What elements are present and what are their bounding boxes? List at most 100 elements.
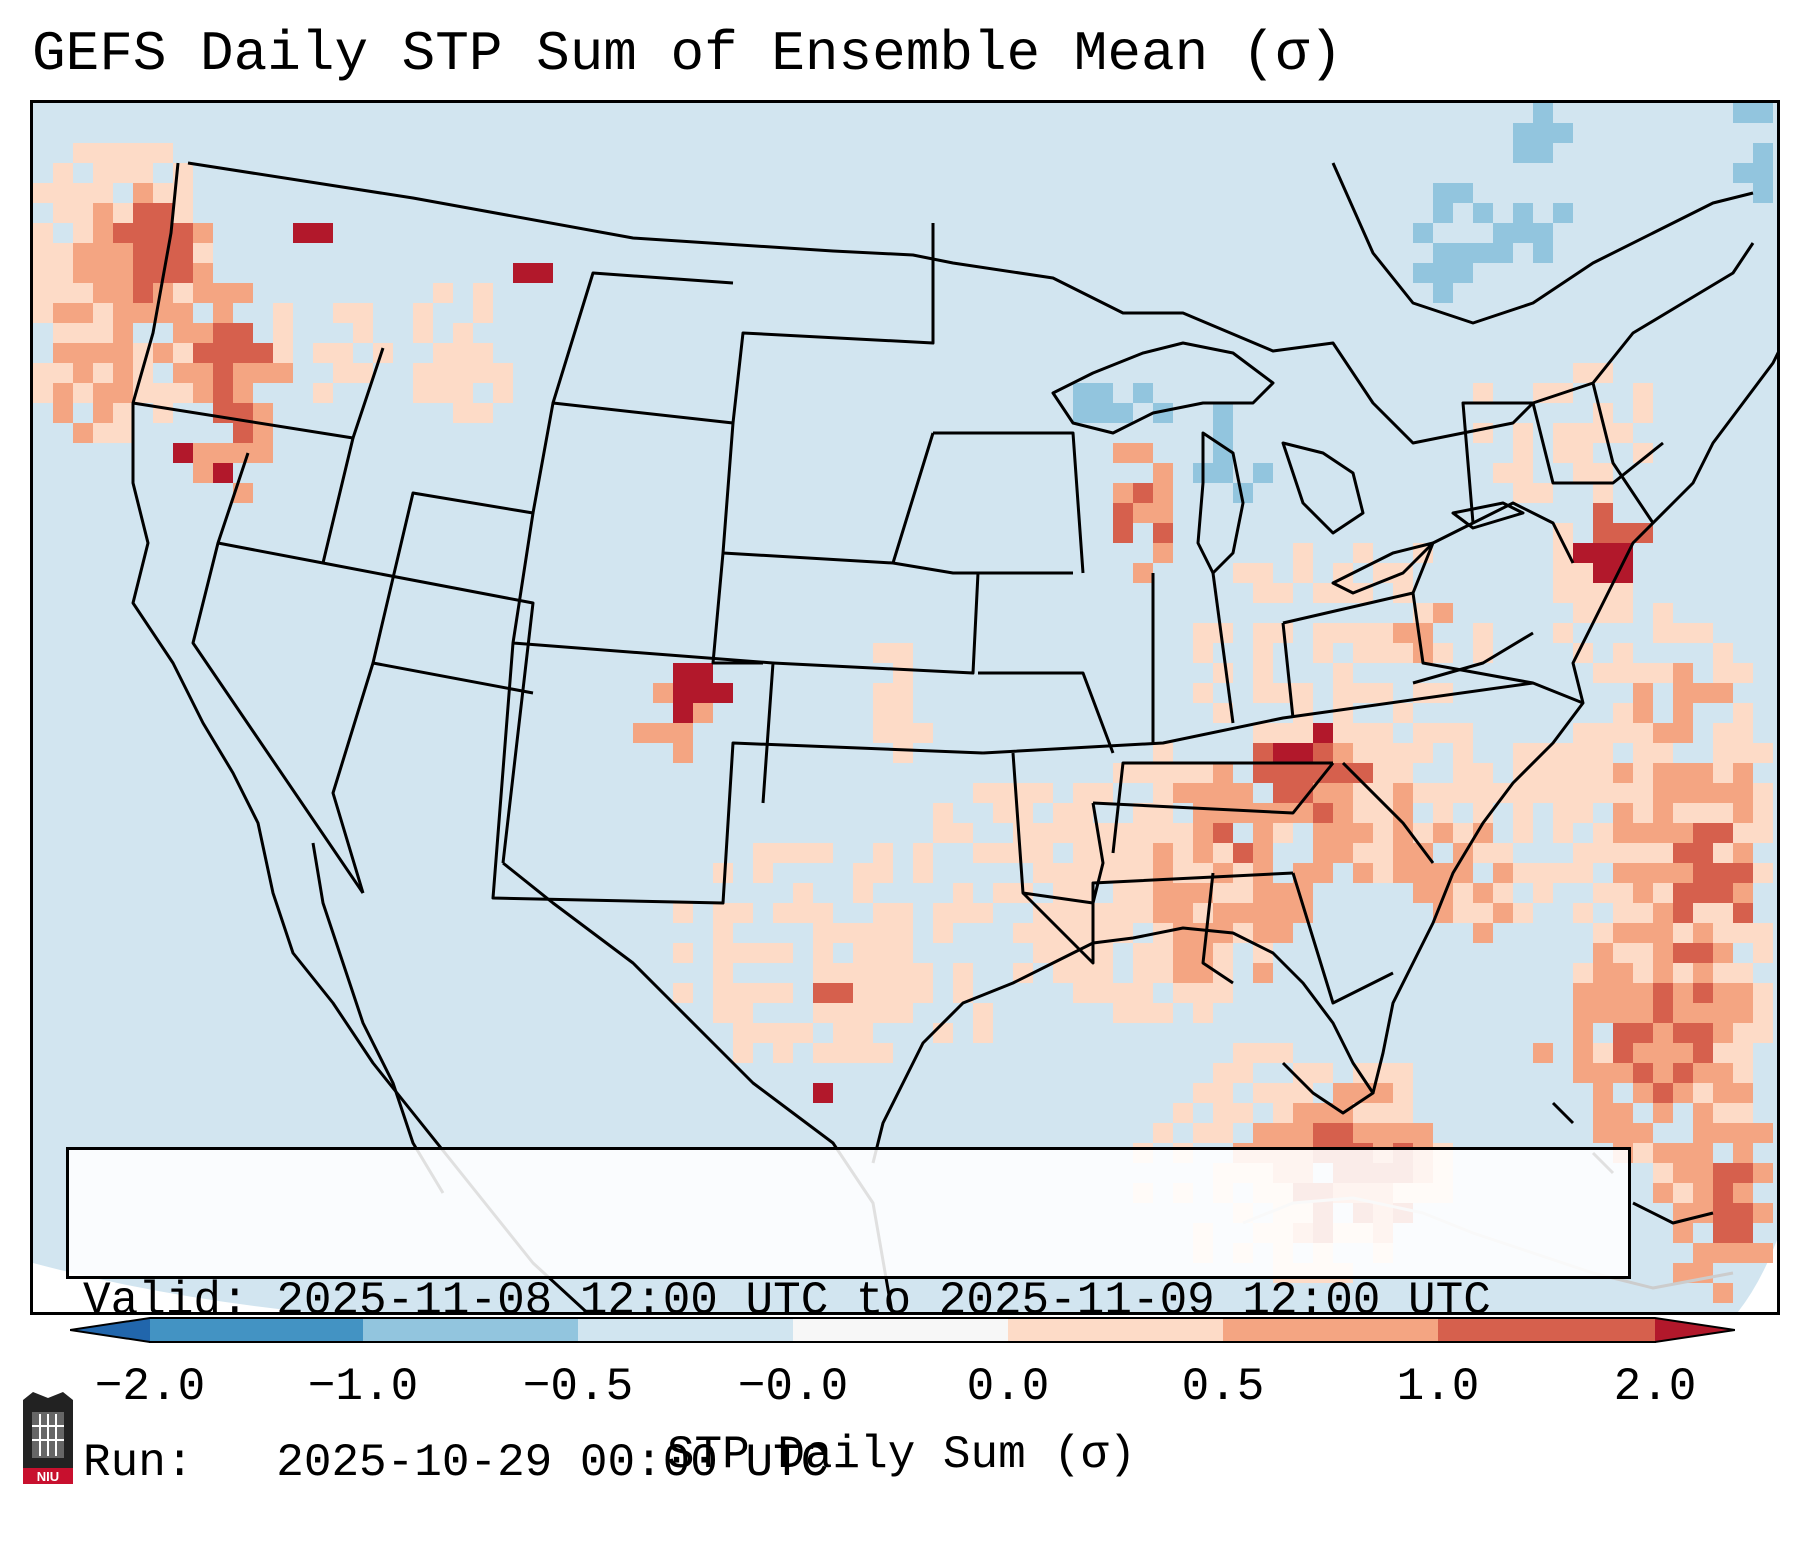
anomaly-cell (1313, 783, 1333, 803)
anomaly-cell (993, 803, 1013, 823)
anomaly-cell (1753, 103, 1773, 123)
lake-huron (1281, 441, 1365, 535)
anomaly-cell (173, 303, 193, 323)
anomaly-cell (113, 403, 133, 423)
anomaly-cell (1693, 923, 1713, 943)
anomaly-cell (713, 1003, 733, 1023)
anomaly-cell (73, 363, 93, 383)
anomaly-cell (1373, 623, 1393, 643)
anomaly-cell (413, 383, 433, 403)
anomaly-cell (1593, 1003, 1613, 1023)
lake-michigan (1196, 431, 1245, 575)
anomaly-cell (1573, 723, 1593, 743)
anomaly-cell (193, 463, 213, 483)
colorbar-tick-label: −0.0 (737, 1361, 849, 1413)
anomaly-cell (1353, 1103, 1373, 1123)
anomaly-cell (1253, 843, 1273, 863)
anomaly-cell (93, 243, 113, 263)
anomaly-cell (1313, 1123, 1333, 1143)
anomaly-cell (1673, 1063, 1693, 1083)
anomaly-cell (1193, 863, 1213, 883)
anomaly-cell (1533, 483, 1553, 503)
anomaly-cell (1313, 843, 1333, 863)
anomaly-cell (1173, 883, 1193, 903)
anomaly-cell (1373, 863, 1393, 883)
anomaly-cell (133, 223, 153, 243)
anomaly-cell (1093, 383, 1113, 403)
anomaly-cell (873, 1043, 893, 1063)
anomaly-cell (1713, 1063, 1733, 1083)
anomaly-cell (1713, 823, 1733, 843)
anomaly-cell (973, 783, 993, 803)
anomaly-cell (1513, 223, 1533, 243)
anomaly-cell (1513, 903, 1533, 923)
us-canada-border (187, 161, 1755, 445)
anomaly-cell (1693, 883, 1713, 903)
anomaly-cell (473, 343, 493, 363)
anomaly-cell (1613, 863, 1633, 883)
anomaly-cell (333, 303, 353, 323)
anomaly-cell (1333, 783, 1353, 803)
anomaly-cell (1193, 823, 1213, 843)
anomaly-cell (1513, 123, 1533, 143)
anomaly-cell (733, 943, 753, 963)
anomaly-cell (913, 963, 933, 983)
anomaly-cell (1133, 1003, 1153, 1023)
anomaly-cell (1153, 543, 1173, 563)
anomaly-cell (1393, 703, 1413, 723)
anomaly-cell (1433, 803, 1453, 823)
anomaly-cell (73, 243, 93, 263)
anomaly-cell (873, 983, 893, 1003)
anomaly-cell (1453, 723, 1473, 743)
anomaly-cell (1733, 723, 1753, 743)
anomaly-cell (1513, 423, 1533, 443)
anomaly-cell (113, 243, 133, 263)
anomaly-cell (813, 963, 833, 983)
anomaly-cell (1753, 983, 1773, 1003)
anomaly-cell (1233, 563, 1253, 583)
anomaly-cell (133, 143, 153, 163)
lake-ontario (1451, 501, 1525, 530)
anomaly-cell (1593, 603, 1613, 623)
anomaly-cell (1693, 683, 1713, 703)
anomaly-cell (1673, 723, 1693, 743)
anomaly-cell (73, 303, 93, 323)
anomaly-cell (973, 1003, 993, 1023)
anomaly-cell (1353, 863, 1373, 883)
anomaly-cell (133, 243, 153, 263)
anomaly-cell (1413, 783, 1433, 803)
anomaly-cell (113, 323, 133, 343)
anomaly-cell (1553, 863, 1573, 883)
anomaly-cell (1213, 1063, 1233, 1083)
anomaly-cell (1553, 743, 1573, 763)
anomaly-cell (73, 143, 93, 163)
anomaly-cell (233, 403, 253, 423)
anomaly-cell (1613, 903, 1633, 923)
anomaly-cell (1213, 983, 1233, 1003)
anomaly-cell (1533, 783, 1553, 803)
anomaly-cell (1273, 783, 1293, 803)
anomaly-cell (113, 343, 133, 363)
anomaly-cell (1733, 703, 1753, 723)
anomaly-cell (1053, 803, 1073, 823)
map-panel[interactable] (30, 100, 1780, 1315)
anomaly-cell (1093, 843, 1113, 863)
anomaly-cell (1733, 103, 1753, 123)
anomaly-cell (1573, 1043, 1593, 1063)
anomaly-cell (173, 383, 193, 403)
anomaly-cell (1313, 623, 1333, 643)
valid-time-box: Valid: 2025-11-08 12:00 UTC to 2025-11-0… (66, 1147, 1631, 1489)
anomaly-cell (333, 363, 353, 383)
anomaly-cell (1733, 1063, 1753, 1083)
anomaly-cell (1373, 763, 1393, 783)
anomaly-cell (153, 383, 173, 403)
anomaly-cell (1693, 1083, 1713, 1103)
anomaly-cell (1513, 863, 1533, 883)
anomaly-cell (113, 383, 133, 403)
anomaly-cell (93, 383, 113, 403)
anomaly-cell (1273, 1103, 1293, 1123)
anomaly-cell (113, 303, 133, 323)
anomaly-cell (1633, 943, 1653, 963)
anomaly-cell (1293, 723, 1313, 743)
anomaly-cell (1533, 143, 1553, 163)
